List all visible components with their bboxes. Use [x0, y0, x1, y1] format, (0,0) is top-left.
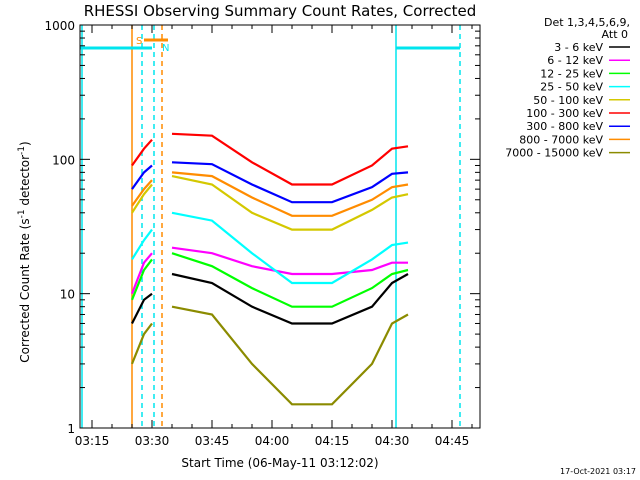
legend-label-2: 12 - 25 keV: [540, 67, 603, 80]
x-tick-label-6: 04:45: [435, 434, 470, 448]
legend-label-7: 800 - 7000 keV: [519, 133, 603, 146]
chart-title: RHESSI Observing Summary Count Rates, Co…: [84, 2, 477, 20]
series-line-4: [131, 175, 409, 231]
x-tick-label-4: 04:15: [315, 434, 350, 448]
y-tick-label-2: 100: [52, 153, 75, 167]
series-line-0: [131, 272, 409, 325]
legend-header-1: Det 1,3,4,5,6,9,: [544, 16, 630, 29]
series-line-1: [130, 246, 408, 295]
legend-label-1: 6 - 12 keV: [547, 54, 603, 67]
x-axis-label: Start Time (06-May-11 03:12:02): [181, 456, 378, 470]
plot-frame: [79, 24, 481, 429]
plot-area: S N 03:15 03:30 03:45 04:00 04:15 04:30 04:45 1 10…: [44, 19, 481, 448]
flag-label-n: N: [162, 43, 169, 54]
series-line-6: [131, 161, 409, 204]
series-line-8: [130, 305, 409, 406]
legend-label-5: 100 - 300 keV: [526, 107, 603, 120]
x-tick-label-0: 03:15: [75, 434, 110, 448]
series-line-5: [131, 132, 409, 186]
y-tick-label-3: 1000: [44, 19, 75, 33]
legend-header-2: Att 0: [602, 28, 628, 41]
flag-label-s: S: [136, 36, 142, 47]
series-line-2: [130, 252, 409, 308]
series-line-3: [131, 211, 409, 285]
timestamp: 17-Oct-2021 03:17: [560, 467, 636, 476]
legend-label-6: 300 - 800 keV: [526, 120, 603, 133]
legend-label-8: 7000 - 15000 keV: [505, 147, 603, 160]
x-tick-label-2: 03:45: [195, 434, 230, 448]
x-tick-label-5: 04:30: [375, 434, 410, 448]
y-axis-label: Corrected Count Rate (s-1 detector-1): [17, 141, 32, 362]
legend-label-4: 50 - 100 keV: [533, 94, 603, 107]
y-tick-label-1: 10: [60, 288, 75, 302]
y-tick-label-0: 1: [67, 422, 75, 436]
legend-label-0: 3 - 6 keV: [554, 41, 603, 54]
legend-label-3: 25 - 50 keV: [540, 81, 603, 94]
series-line-7: [131, 171, 409, 217]
x-tick-label-3: 04:00: [255, 434, 290, 448]
x-tick-label-1: 03:30: [135, 434, 170, 448]
